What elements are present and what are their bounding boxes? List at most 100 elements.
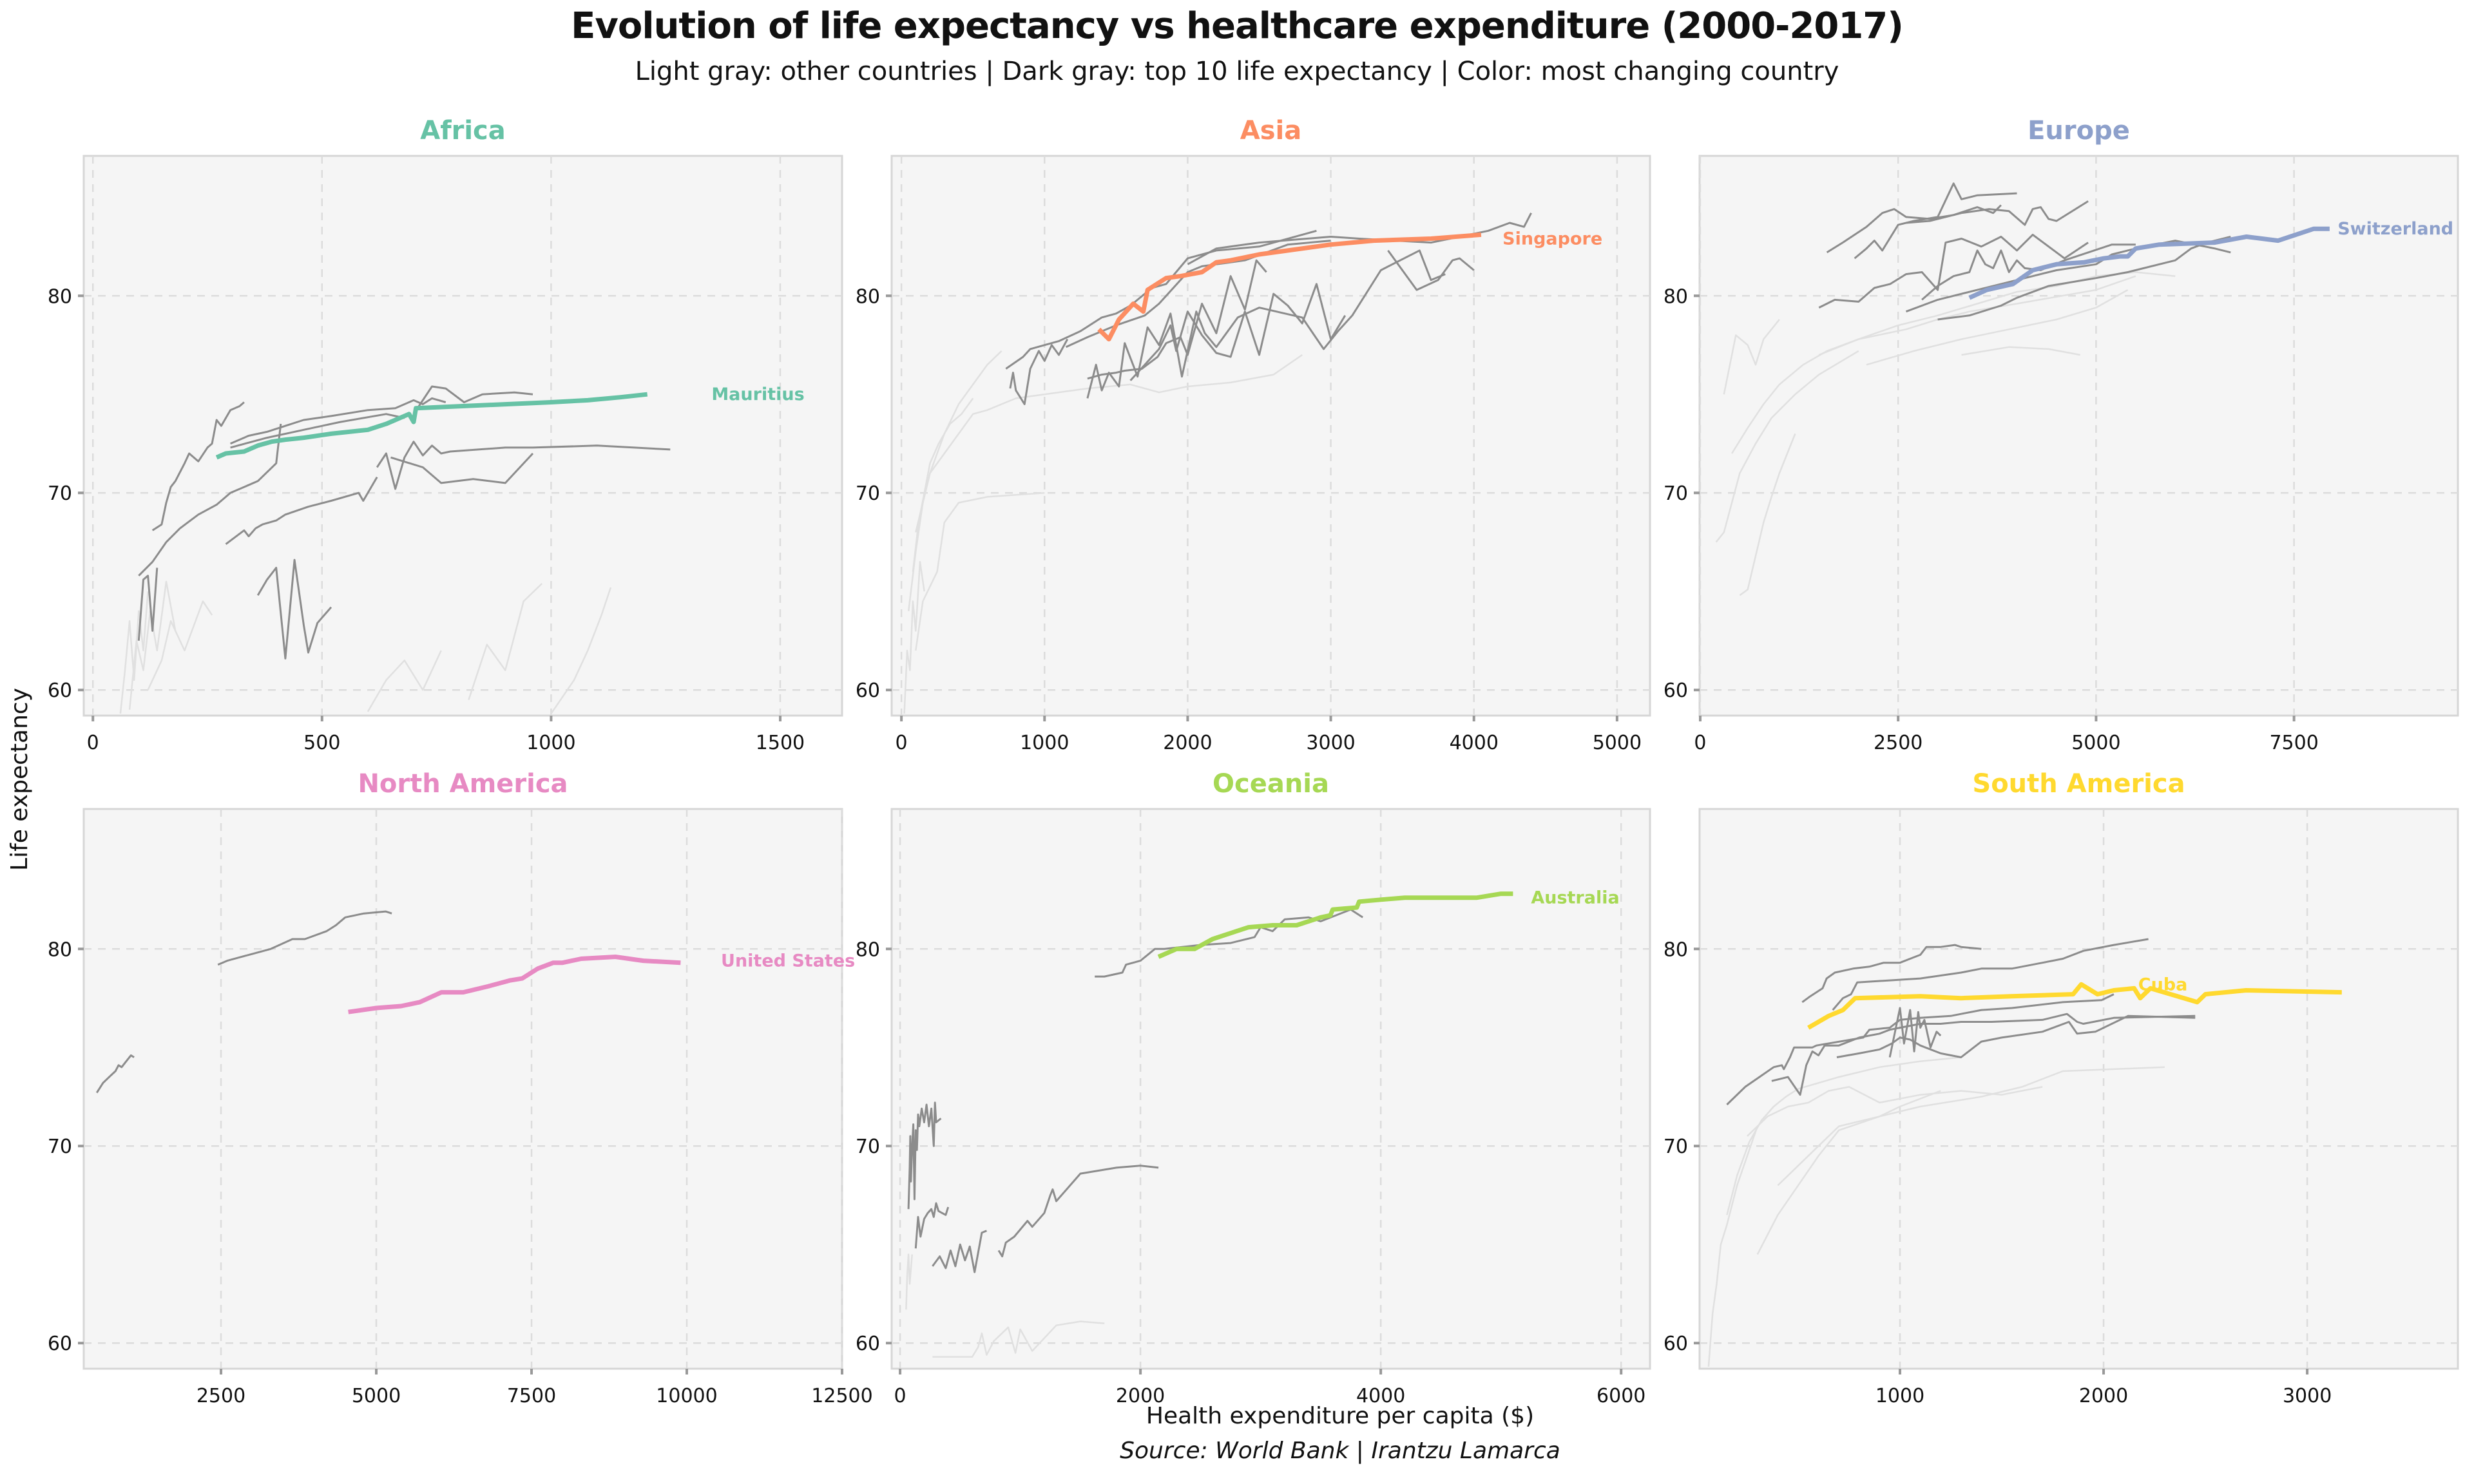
top10-country-line [137,567,158,641]
country-label: United States [721,951,855,971]
other-country-line [119,591,149,714]
x-tick-label: 7500 [507,1385,556,1407]
other-country-line [550,587,612,714]
top10-country-line [225,477,378,545]
x-tick-label: 1000 [1020,732,1069,754]
highlight-line-united-states [348,955,681,1014]
y-tick-label: 60 [1664,680,1688,702]
top10-country-line [1818,233,2089,309]
series-group [1707,938,2342,1367]
top10-country-line [1836,1014,2196,1058]
other-country-line [147,600,213,690]
top10-country-line [1937,236,2231,321]
other-country-line [1044,354,1303,395]
x-tick-label: 4000 [1450,732,1499,754]
panel-title-south-america: South America [1972,769,2185,799]
y-tick-label: 80 [856,938,880,961]
highlight-line-australia [1157,891,1513,959]
panel-title-europe: Europe [2028,116,2130,146]
country-label: Singapore [1502,229,1602,249]
y-tick-label: 70 [48,482,72,505]
y-tick-label: 60 [48,1333,72,1355]
series-group [95,910,681,1094]
top10-country-line [138,423,282,576]
top10-country-line [1771,1013,2196,1096]
other-country-line [1723,319,1780,395]
other-country-line [915,491,1045,651]
other-country-line [915,393,1045,533]
top10-country-line [230,397,446,445]
x-tick-label: 0 [896,732,908,754]
chart-subtitle: Light gray: other countries | Dark gray:… [635,57,1839,86]
y-tick-label: 60 [48,680,72,702]
other-country-line [1739,433,1796,596]
series-group [119,385,671,714]
x-tick-label: 5000 [352,1385,401,1407]
other-country-line [1777,1090,1941,1186]
other-country-line [1715,350,1859,543]
panel-title-north-america: North America [358,769,568,799]
y-tick-label: 80 [856,285,880,308]
y-tick-label: 80 [48,938,72,961]
top10-country-line [1854,182,2017,260]
panel-background [890,808,1651,1370]
y-tick-label: 80 [48,285,72,308]
panel-background [1698,808,2459,1370]
other-country-line [1747,1086,2043,1137]
top10-country-line [997,1165,1159,1258]
highlight-line-switzerland [1968,226,2330,300]
top10-country-line [907,1101,942,1210]
x-tick-label: 0 [87,732,99,754]
x-tick-label: 6000 [1597,1385,1645,1407]
top10-country-line [914,1202,950,1249]
top10-country-line [1129,283,1347,381]
top10-country-line [151,401,245,531]
x-tick-label: 3000 [2283,1385,2332,1407]
top10-country-line [95,1054,135,1094]
panel-oceania: Oceania 60 70 80 0 2000 4000 6000 Australia [856,769,1651,1407]
y-tick-label: 70 [1664,482,1688,505]
country-label: Mauritius [711,385,804,404]
x-tick-label: 1500 [756,732,805,754]
x-tick-label: 7500 [2269,732,2318,754]
other-country-line [1961,346,2081,356]
other-country-line [932,1320,1105,1358]
panel-background [1698,155,2459,717]
other-country-line [903,561,925,714]
country-label: Australia [1531,888,1619,908]
panel-background [82,808,843,1370]
top10-country-line [390,452,534,484]
source-caption: Source: World Bank | Irantzu Lamarca [1120,1438,1560,1464]
y-tick-label: 70 [856,1136,880,1158]
panel-title-oceania: Oceania [1213,769,1329,799]
other-country-line [907,350,1002,611]
x-tick-label: 2000 [2079,1385,2128,1407]
x-tick-label: 2000 [1116,1385,1165,1407]
country-label: Cuba [2138,975,2188,994]
panel-title-africa: Africa [420,116,506,146]
panel-europe: Europe 60 70 80 0 2500 5000 7500 Switzerland [1664,116,2459,754]
top10-country-line [1888,1007,1942,1058]
other-country-line [1707,1126,1758,1367]
top10-country-line [217,910,392,966]
y-tick-label: 60 [856,1333,880,1355]
x-tick-label: 2500 [1874,732,1923,754]
panel-background [890,155,1651,717]
x-tick-label: 1000 [526,732,575,754]
y-tick-label: 70 [1664,1136,1688,1158]
panel-asia: Asia 60 70 80 0 1000 2000 3000 4000 5000 Singapore [856,116,1651,754]
panel-title-asia: Asia [1240,116,1301,146]
series-group [903,213,1532,714]
top10-country-line [412,385,533,415]
x-tick-label: 0 [894,1385,906,1407]
x-tick-label: 12500 [811,1385,872,1407]
other-country-line [1866,289,2129,366]
panel-background [82,155,843,717]
y-tick-label: 80 [1664,285,1688,308]
y-tick-label: 70 [48,1136,72,1158]
top10-country-line [1009,338,1069,405]
top10-country-line [1906,200,2089,226]
x-tick-label: 1000 [1875,1385,1924,1407]
top10-country-line [1726,993,2114,1106]
